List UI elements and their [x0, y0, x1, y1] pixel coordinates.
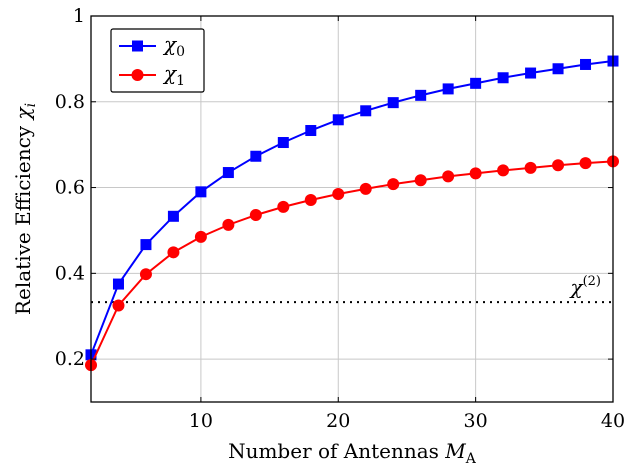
data-point-chi1: [222, 218, 235, 231]
legend-label-symbol: χ: [162, 61, 178, 85]
plot-frame: [90, 15, 614, 403]
reference-label-superscript: (2): [583, 274, 601, 289]
data-point-chi1: [524, 161, 537, 174]
data-point-chi0: [580, 58, 592, 70]
data-point-chi0: [305, 125, 317, 137]
data-point-chi1: [579, 157, 592, 170]
data-point-chi1: [387, 178, 400, 191]
data-point-chi0: [277, 137, 289, 149]
data-point-chi0: [415, 89, 427, 101]
reference-label-symbol: χ: [568, 275, 584, 299]
series-layer: [85, 55, 619, 372]
legend-label-chi1: χ1: [162, 61, 185, 89]
data-point-chi0: [332, 114, 344, 126]
data-point-chi0: [167, 210, 179, 222]
data-point-chi1: [552, 159, 565, 172]
data-point-chi0: [470, 77, 482, 89]
legend-label-chi0: χ0: [162, 32, 185, 60]
data-point-chi0: [360, 105, 372, 117]
data-point-chi1: [112, 299, 125, 312]
reference-line-label: χ(2): [568, 274, 601, 299]
x-tick-label: 40: [601, 410, 625, 432]
data-point-chi1: [277, 200, 290, 213]
data-point-chi1: [249, 209, 262, 222]
data-point-chi1: [304, 193, 317, 206]
data-point-chi0: [222, 167, 234, 179]
legend-swatch-square: [132, 40, 143, 52]
data-point-chi1: [359, 182, 372, 195]
data-point-chi1: [497, 164, 510, 177]
y-tick-label: 0.8: [55, 91, 85, 113]
legend-entry-chi0: χ0: [119, 32, 185, 60]
y-tick-label: 0.2: [55, 348, 85, 370]
y-axis-label-text: Relative Efficiency: [11, 120, 35, 316]
data-point-chi0: [525, 67, 537, 79]
data-point-chi0: [112, 278, 124, 290]
data-point-chi0: [140, 239, 152, 251]
x-tick-label: 10: [189, 410, 213, 432]
x-axis-label-text: Number of Antennas: [228, 439, 445, 463]
data-point-chi1: [167, 246, 180, 259]
x-axis-label-subscript: A: [465, 451, 477, 467]
x-axis-label-symbol: M: [444, 439, 466, 463]
data-point-chi1: [442, 170, 455, 183]
data-point-chi1: [332, 187, 345, 200]
y-axis-label-symbol: χ: [11, 106, 35, 122]
data-point-chi0: [387, 97, 399, 109]
series-line-chi1: [90, 160, 614, 366]
y-tick-label: 0.4: [55, 262, 85, 284]
y-axis-label-subscript: i: [23, 103, 39, 107]
legend-label-symbol: χ: [162, 32, 178, 56]
data-point-chi0: [442, 83, 454, 95]
y-axis-label: Relative Efficiency χi: [11, 103, 39, 315]
data-point-chi0: [250, 150, 262, 162]
legend: χ0 χ1: [110, 28, 205, 93]
y-tick-label: 0.6: [55, 177, 85, 199]
x-tick-label: 20: [326, 410, 350, 432]
x-tick-label: 30: [464, 410, 488, 432]
data-point-chi1: [194, 230, 207, 243]
series-line-chi0: [90, 60, 614, 356]
data-point-chi0: [497, 72, 509, 84]
y-tick-label: 1: [73, 5, 85, 27]
data-point-chi1: [469, 167, 482, 180]
x-axis-label: Number of Antennas MA: [228, 439, 477, 467]
data-point-chi1: [139, 268, 152, 281]
legend-swatch-circle: [131, 69, 144, 81]
data-point-chi1: [414, 174, 427, 187]
legend-box: [110, 28, 205, 93]
ticks: 10 20 30 400.20.40.60.81: [55, 5, 625, 432]
data-point-chi0: [195, 186, 207, 198]
legend-label-subscript: 1: [176, 73, 185, 89]
legend-label-subscript: 0: [176, 44, 185, 60]
legend-entry-chi1: χ1: [119, 61, 185, 89]
data-point-chi0: [552, 63, 564, 75]
